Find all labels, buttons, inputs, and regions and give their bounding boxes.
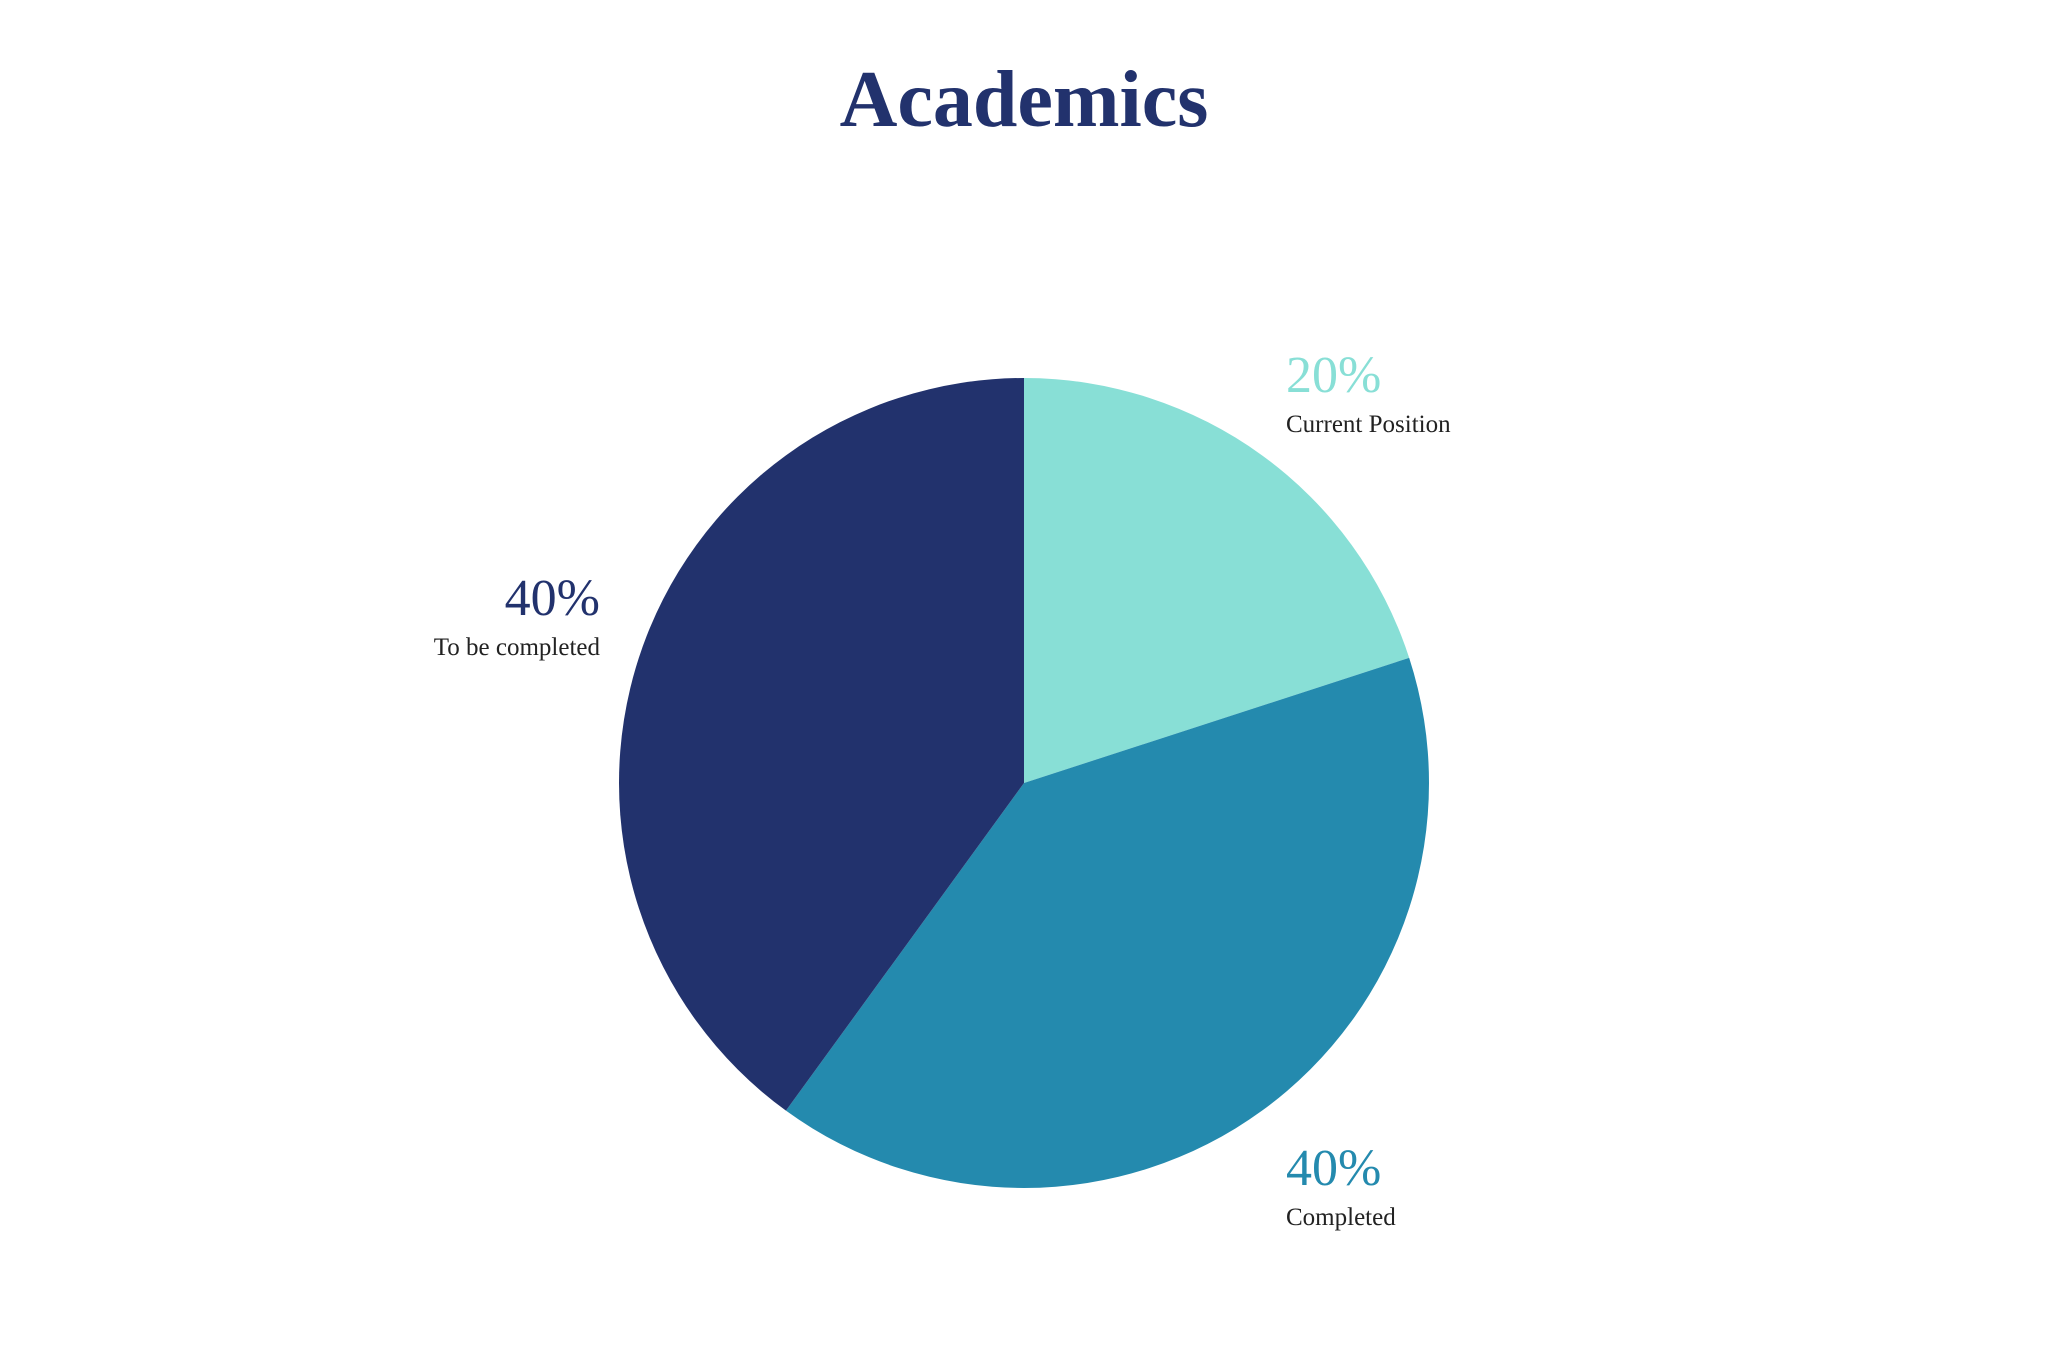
slice-label-to-be-completed: 40% To be completed xyxy=(433,570,600,661)
slice-percent-label: 40% xyxy=(504,570,600,627)
slice-percent-label: 20% xyxy=(1286,347,1382,404)
pie-slice-completed xyxy=(785,657,1430,1188)
pie-slice-to-be-completed xyxy=(619,378,1024,1111)
slice-name-label: Current Position xyxy=(1286,411,1451,438)
pie-slice-current-position xyxy=(1024,378,1410,783)
slice-label-completed: 40% Completed xyxy=(1286,1140,1396,1231)
slice-name-label: To be completed xyxy=(433,634,600,661)
slice-name-label: Completed xyxy=(1286,1204,1396,1231)
slice-label-current-position: 20% Current Position xyxy=(1286,347,1451,438)
slice-percent-label: 40% xyxy=(1286,1140,1382,1197)
chart-title: Academics xyxy=(839,56,1209,144)
